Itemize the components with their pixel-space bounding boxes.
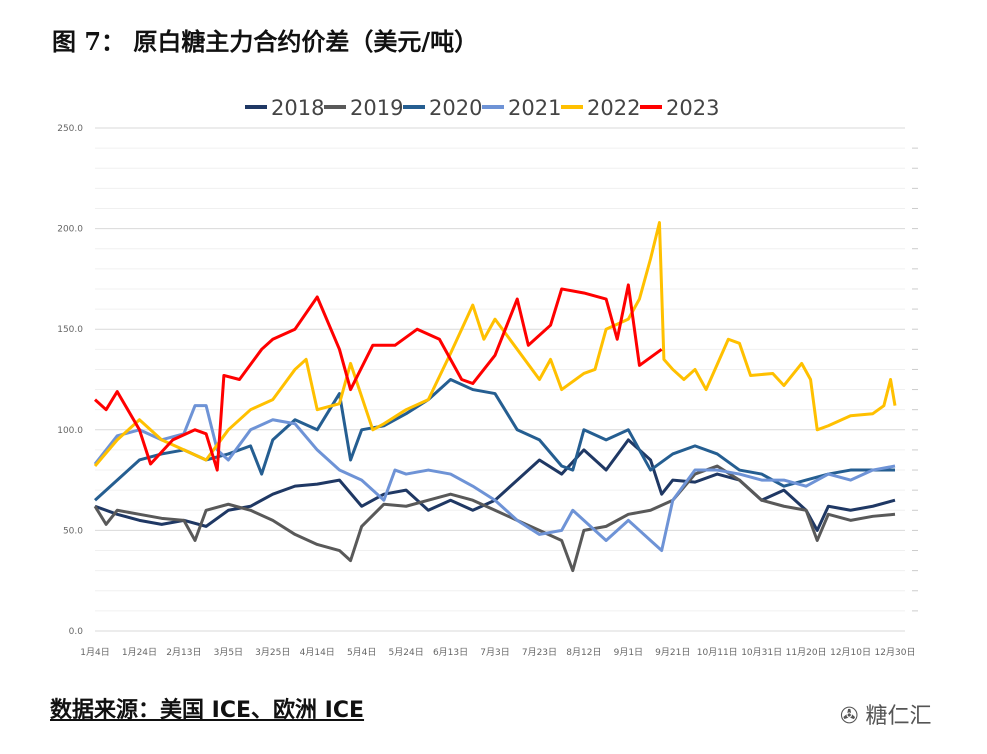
x-tick-label: 4月14日 (300, 647, 335, 658)
x-tick-label: 9月1日 (614, 647, 643, 658)
legend-label-2019: 2019 (350, 96, 403, 120)
y-tick-label: 0.0 (69, 627, 84, 637)
legend-label-2018: 2018 (271, 96, 324, 120)
x-tick-label: 6月13日 (433, 647, 468, 658)
series-line-2019 (93, 464, 896, 573)
x-tick-label: 8月12日 (566, 647, 601, 658)
y-tick-label: 200.0 (57, 225, 83, 235)
legend-label-2022: 2022 (587, 96, 640, 120)
line-chart: 0.0 50.0 100.0 150.0 200.0 250.0 1月4日 1月24日 2月13… (57, 96, 918, 658)
x-tick-label: 3月25日 (255, 647, 290, 658)
x-tick-label: 9月21日 (655, 647, 690, 658)
watermark: ✇ 糖仁汇 (840, 698, 931, 730)
watermark-text: 糖仁汇 (865, 704, 932, 729)
x-tick-label: 2月13日 (166, 647, 201, 658)
y-tick-label: 250.0 (57, 124, 83, 134)
x-tick-label: 3月5日 (214, 647, 243, 658)
y-tick-label: 150.0 (57, 325, 83, 335)
x-tick-label: 12月10日 (830, 647, 871, 658)
legend-label-2021: 2021 (508, 96, 561, 120)
y-tick-label: 100.0 (57, 426, 83, 436)
x-tick-label: 11月20日 (786, 647, 827, 658)
legend-label-2023: 2023 (666, 96, 719, 120)
series-line-2020 (93, 378, 895, 502)
series-line-2018 (94, 438, 896, 532)
y-tick-label: 50.0 (63, 526, 83, 536)
x-tick-label: 12月30日 (875, 647, 916, 658)
series-line-2022 (93, 221, 897, 467)
x-tick-label: 10月31日 (741, 647, 782, 658)
x-tick-label: 7月23日 (522, 647, 557, 658)
series-line-2023 (93, 283, 663, 472)
x-tick-label: 1月24日 (122, 647, 157, 658)
figure-title: 图 7： 原白糖主力合约价差（美元/吨） (52, 27, 479, 56)
series-line-2021 (93, 404, 896, 553)
x-tick-label: 5月24日 (389, 647, 424, 658)
x-tick-label: 10月11日 (697, 647, 738, 658)
x-tick-label: 1月4日 (80, 647, 109, 658)
x-tick-label: 5月4日 (347, 647, 376, 658)
x-tick-label: 7月3日 (480, 647, 509, 658)
source-note: 数据来源：美国 ICE、欧洲 ICE (50, 698, 365, 723)
legend-label-2020: 2020 (429, 96, 482, 120)
wechat-icon: ✇ (840, 704, 866, 729)
